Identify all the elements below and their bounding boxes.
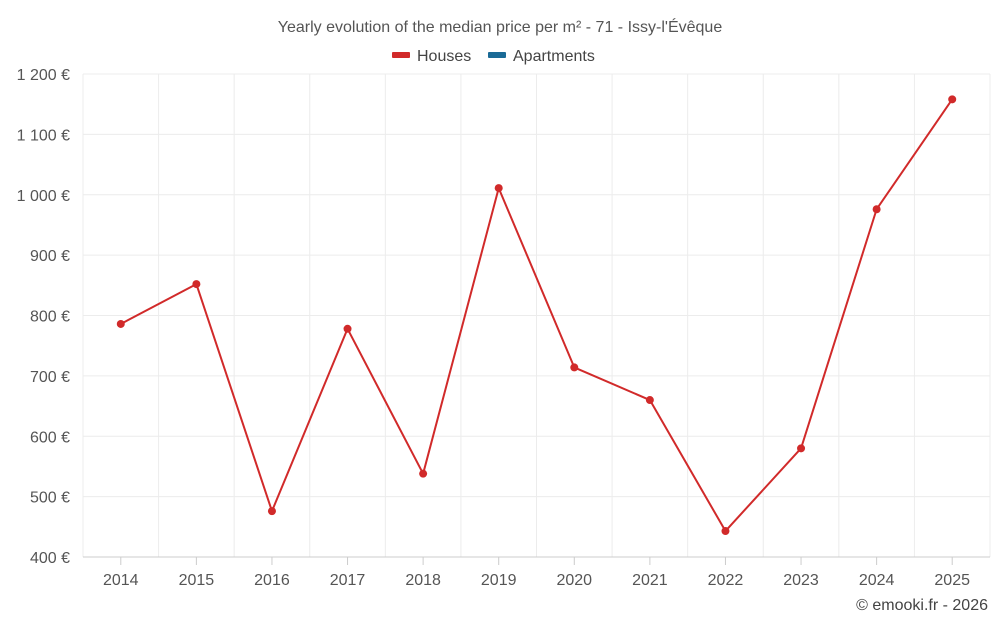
y-tick-label: 900 € — [30, 248, 70, 265]
x-tick-label: 2015 — [179, 572, 215, 589]
data-point-houses[interactable] — [872, 205, 881, 214]
y-tick-label: 1 200 € — [17, 67, 70, 84]
y-tick-label: 400 € — [30, 550, 70, 567]
data-point-houses[interactable] — [797, 444, 806, 453]
x-tick-label: 2014 — [103, 572, 139, 589]
legend-item-houses[interactable]: Houses — [392, 48, 471, 65]
x-axis: 2014 2015 2016 2017 2018 2019 2020 2021 2022 2023… — [83, 556, 990, 589]
series-line-houses — [120, 98, 954, 533]
x-tick-label: 2021 — [632, 572, 668, 589]
data-point-houses[interactable] — [494, 184, 503, 193]
x-tick-label: 2016 — [254, 572, 290, 589]
data-point-houses[interactable] — [192, 280, 201, 289]
legend: Houses Apartments — [392, 48, 595, 65]
x-tick-label: 2017 — [330, 572, 366, 589]
credit: © emooki.fr - 2026 — [856, 597, 988, 614]
chart-title: Yearly evolution of the median price per… — [278, 17, 723, 36]
x-tick-label: 2024 — [859, 572, 895, 589]
x-tick-label: 2018 — [405, 572, 441, 589]
x-tick-label: 2022 — [708, 572, 744, 589]
data-point-houses[interactable] — [419, 469, 428, 478]
legend-label-houses: Houses — [417, 48, 471, 65]
data-point-houses[interactable] — [721, 527, 730, 536]
legend-swatch-apartments — [488, 52, 506, 58]
plot-area — [116, 95, 957, 536]
legend-swatch-houses — [392, 52, 410, 58]
legend-label-apartments: Apartments — [513, 48, 595, 65]
data-point-houses[interactable] — [267, 507, 276, 516]
data-point-houses[interactable] — [645, 396, 654, 405]
y-tick-label: 500 € — [30, 490, 70, 507]
data-point-houses[interactable] — [948, 95, 957, 104]
y-tick-label: 1 000 € — [17, 188, 70, 205]
data-point-houses[interactable] — [570, 363, 579, 372]
y-axis: 400 € 500 € 600 € 700 € 800 € 900 € 1 000 € 1 1… — [17, 67, 70, 567]
y-tick-label: 800 € — [30, 309, 70, 326]
y-tick-label: 1 100 € — [17, 127, 70, 144]
x-tick-label: 2020 — [556, 572, 592, 589]
x-tick-label: 2023 — [783, 572, 819, 589]
data-point-houses[interactable] — [343, 324, 352, 333]
x-tick-label: 2019 — [481, 572, 517, 589]
grid — [82, 73, 991, 558]
x-tick-label: 2025 — [934, 572, 970, 589]
legend-item-apartments[interactable]: Apartments — [488, 48, 595, 65]
y-tick-label: 700 € — [30, 369, 70, 386]
data-point-houses[interactable] — [116, 319, 125, 328]
y-tick-label: 600 € — [30, 429, 70, 446]
